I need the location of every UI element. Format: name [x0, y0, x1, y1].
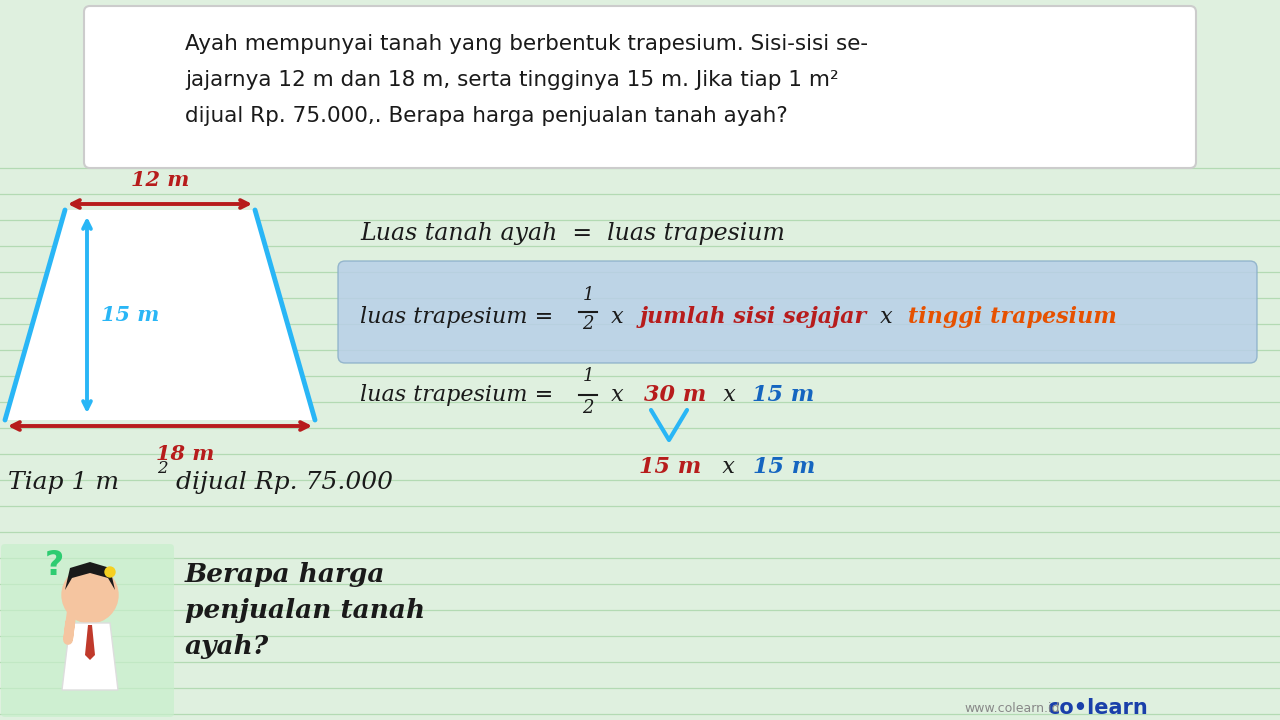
Text: penjualan tanah: penjualan tanah	[186, 598, 425, 623]
Text: x: x	[604, 384, 631, 406]
Text: Berapa harga: Berapa harga	[186, 562, 385, 587]
Text: x: x	[701, 456, 742, 478]
Text: www.colearn.id: www.colearn.id	[965, 701, 1060, 714]
Text: 15 m: 15 m	[753, 384, 814, 406]
Text: 1: 1	[582, 286, 594, 304]
Circle shape	[61, 567, 118, 623]
Text: 15 m: 15 m	[101, 305, 160, 325]
Text: jajarnya 12 m dan 18 m, serta tingginya 15 m. Jika tiap 1 m²: jajarnya 12 m dan 18 m, serta tingginya …	[186, 70, 838, 90]
Polygon shape	[84, 625, 95, 660]
Polygon shape	[61, 623, 118, 690]
Text: luas trapesium =: luas trapesium =	[360, 306, 561, 328]
Polygon shape	[5, 210, 315, 420]
Text: 1: 1	[582, 367, 594, 385]
Text: 15 m: 15 m	[753, 456, 815, 478]
Text: 2: 2	[582, 399, 594, 417]
FancyBboxPatch shape	[338, 261, 1257, 363]
Text: 18 m: 18 m	[156, 444, 214, 464]
Circle shape	[105, 567, 115, 577]
Text: Tiap 1 m: Tiap 1 m	[8, 470, 119, 493]
Text: ayah?: ayah?	[186, 634, 269, 659]
Text: 30 m: 30 m	[644, 384, 707, 406]
FancyBboxPatch shape	[1, 544, 174, 717]
Text: x: x	[709, 384, 742, 406]
Text: dijual Rp. 75.000: dijual Rp. 75.000	[168, 470, 393, 493]
Text: luas trapesium =: luas trapesium =	[360, 384, 561, 406]
Text: dijual Rp. 75.000,. Berapa harga penjualan tanah ayah?: dijual Rp. 75.000,. Berapa harga penjual…	[186, 106, 787, 126]
Text: 15 m: 15 m	[639, 456, 701, 478]
Text: Luas tanah ayah  =  luas trapesium: Luas tanah ayah = luas trapesium	[360, 222, 785, 245]
FancyBboxPatch shape	[84, 6, 1196, 168]
Text: tinggi trapesium: tinggi trapesium	[908, 306, 1116, 328]
Text: 12 m: 12 m	[131, 170, 189, 190]
Text: 2: 2	[582, 315, 594, 333]
Text: co•learn: co•learn	[1047, 698, 1148, 718]
Text: x: x	[873, 306, 900, 328]
Text: 2: 2	[157, 460, 168, 477]
Text: jumlah sisi sejajar: jumlah sisi sejajar	[640, 306, 868, 328]
Text: ?: ?	[45, 549, 64, 582]
Text: x: x	[604, 306, 631, 328]
Polygon shape	[65, 562, 115, 590]
Text: Ayah mempunyai tanah yang berbentuk trapesium. Sisi-sisi se-: Ayah mempunyai tanah yang berbentuk trap…	[186, 34, 868, 54]
